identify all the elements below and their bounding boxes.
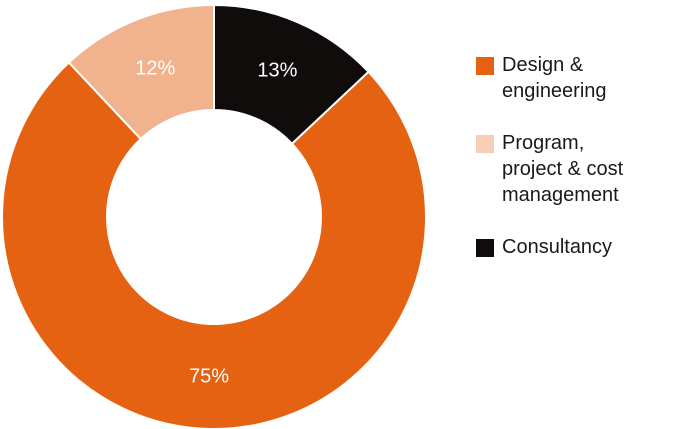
legend-label-program-line-3: management [502,184,619,206]
slice-label-program-project-cost: 12% [135,58,175,80]
legend-swatch-consultancy [476,239,494,257]
legend-item-design-engineering: Design & engineering [476,52,676,104]
slice-label-design-engineering: 75% [189,365,229,387]
legend-swatch-design-engineering [476,57,494,75]
legend-label-consultancy: Consultancy [502,236,613,258]
legend: Design & engineering Program, project & … [476,52,676,260]
legend-item-program-project-cost: Program, project & cost management [476,130,676,208]
legend-swatch-program-project-cost [476,135,494,153]
legend-label-design-engineering-line-2: engineering [502,80,607,102]
slice-label-consultancy: 13% [257,60,297,82]
legend-label-program-line-2: project & cost [502,158,624,180]
legend-label-design-engineering-line-1: Design & [502,54,584,76]
legend-label-program-line-1: Program, [502,132,585,154]
donut-slice-design-engineering [1,61,427,429]
donut-slice-program-project-cost [67,3,215,141]
legend-item-consultancy: Consultancy [476,234,676,260]
